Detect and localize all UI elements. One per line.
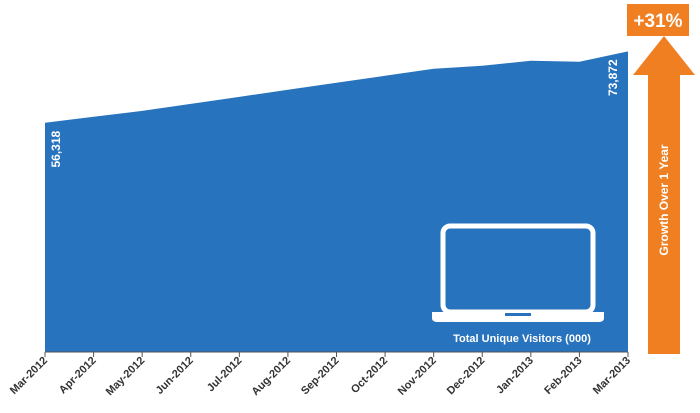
x-tick-label: Dec-2012 [445,355,488,398]
x-tick-label: Oct-2012 [349,355,390,396]
x-tick-label: Jul-2012 [205,355,245,395]
x-tick-label: May-2012 [104,355,148,399]
growth-arrow: +31% Growth Over 1 Year [627,4,695,354]
x-tick-label: Mar-2013 [591,355,633,397]
value-label: 56,318 [49,130,63,167]
growth-value: +31% [633,11,682,32]
x-tick-label: Aug-2012 [250,355,294,399]
x-tick-label: Apr-2012 [57,355,99,397]
laptop-base [432,312,604,322]
x-tick-label: Jan-2013 [494,355,536,397]
x-tick-label: Mar-2012 [8,355,50,397]
growth-badge [627,4,689,36]
x-tick-label: Sep-2012 [299,355,342,398]
series-label: Total Unique Visitors (000) [453,333,591,345]
laptop-icon [432,223,604,322]
x-tick-label: Jun-2012 [154,355,196,397]
arrow-head [633,36,695,75]
growth-caption: Growth Over 1 Year [657,144,671,255]
value-label: 73,872 [606,59,620,96]
x-tick-label: Feb-2013 [542,355,584,397]
laptop-notch [505,313,531,316]
x-tick-label: Nov-2012 [396,355,439,398]
area [45,51,628,352]
arrow-shaft [648,74,680,354]
